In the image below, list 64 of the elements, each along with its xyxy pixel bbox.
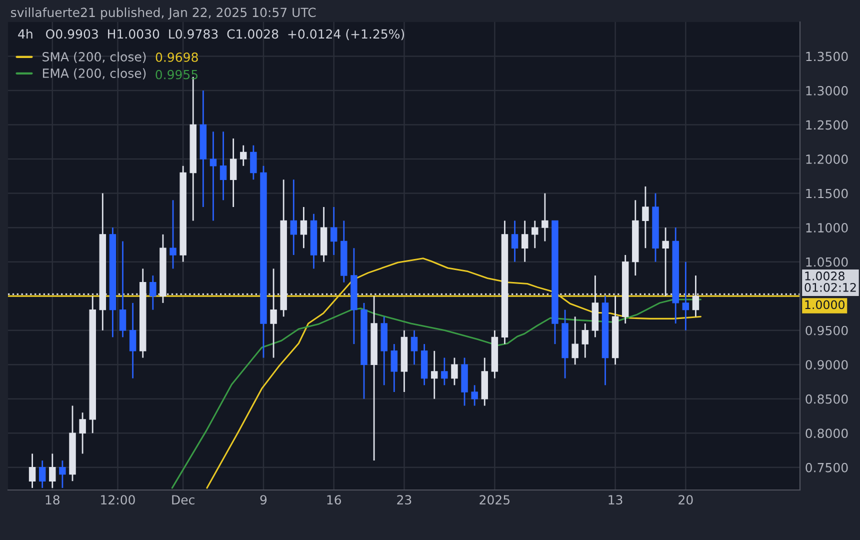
candlestick xyxy=(542,192,548,242)
candlestick xyxy=(572,316,578,366)
annotation: 0.9955 xyxy=(156,70,198,80)
candlestick xyxy=(300,206,308,249)
ref-line-label: 1.0028 01:02:12 xyxy=(804,272,856,292)
candlestick xyxy=(119,240,126,338)
candlestick xyxy=(28,452,36,489)
y-tick-label: 1.3500 xyxy=(806,52,848,62)
candlestick xyxy=(240,144,247,167)
x-tick-label: Dec xyxy=(172,495,194,505)
candlestick xyxy=(521,220,528,263)
x-tick-label: 23 xyxy=(397,495,412,505)
y-tick-label: 0.9000 xyxy=(806,360,848,370)
candlestick xyxy=(59,460,66,489)
candlestick xyxy=(662,226,669,297)
candlestick xyxy=(511,220,518,263)
x-tick-label: 16 xyxy=(327,495,342,505)
candlestick xyxy=(692,274,700,318)
x-tick-label: 13 xyxy=(608,495,622,505)
candlestick xyxy=(38,460,46,489)
x-tick-label: 18 xyxy=(46,495,60,505)
legend-label: EMA (200, close) xyxy=(42,68,146,80)
candlestick xyxy=(290,178,298,256)
x-tick-label: 20 xyxy=(678,495,693,505)
candlestick xyxy=(642,186,649,249)
candlestick xyxy=(582,322,589,358)
candlestick xyxy=(49,452,56,489)
y-tick-label: 1.1500 xyxy=(806,188,848,198)
candlestick xyxy=(431,350,438,400)
candlestick xyxy=(150,274,156,310)
x-tick-label: 2025 xyxy=(480,495,510,505)
candlestick xyxy=(471,384,478,406)
x-tick-label: 12:00 xyxy=(101,495,135,505)
candlestick xyxy=(270,268,277,358)
candlestick xyxy=(390,343,398,393)
legend-label: SMA (200, close) xyxy=(42,52,146,63)
y-tick-label: 0.8000 xyxy=(806,428,848,438)
candlestick xyxy=(129,302,136,380)
y-tick-label: 0.7500 xyxy=(806,462,848,472)
y-tick-label: 1.2500 xyxy=(806,120,848,130)
candlestick xyxy=(79,412,86,454)
chart-title: 4h O0.9903 H1.0030 L0.9783 C1.0028 +0.0124 (+1.25%) xyxy=(18,29,404,40)
y-tick-label: 0.9500 xyxy=(806,326,848,336)
ref-line-label: 1.0000 xyxy=(805,300,844,310)
candlestick xyxy=(441,357,448,386)
y-tick-label: 1.3000 xyxy=(806,86,848,96)
candlestick xyxy=(330,206,338,256)
candlestick xyxy=(230,138,237,208)
y-tick-label: 0.8500 xyxy=(806,394,848,404)
candlestick xyxy=(451,357,458,386)
candlestick xyxy=(170,199,176,270)
x-tick-label: 9 xyxy=(260,495,267,505)
text: svillafuerte21 published, Jan 22, 2025 10:57 UTC xyxy=(11,7,316,20)
candlestick xyxy=(410,330,418,366)
candlestick xyxy=(210,130,217,222)
candlestick xyxy=(682,261,690,332)
y-tick-label: 1.2000 xyxy=(806,154,848,164)
candlestick xyxy=(220,130,227,201)
y-tick-label: 1.1000 xyxy=(806,223,848,232)
candlestick xyxy=(532,220,538,249)
annotation: 0.9698 xyxy=(156,52,198,62)
candlestick xyxy=(250,144,257,180)
y-tick-label: 1.0500 xyxy=(806,257,848,267)
line-series xyxy=(171,298,702,489)
